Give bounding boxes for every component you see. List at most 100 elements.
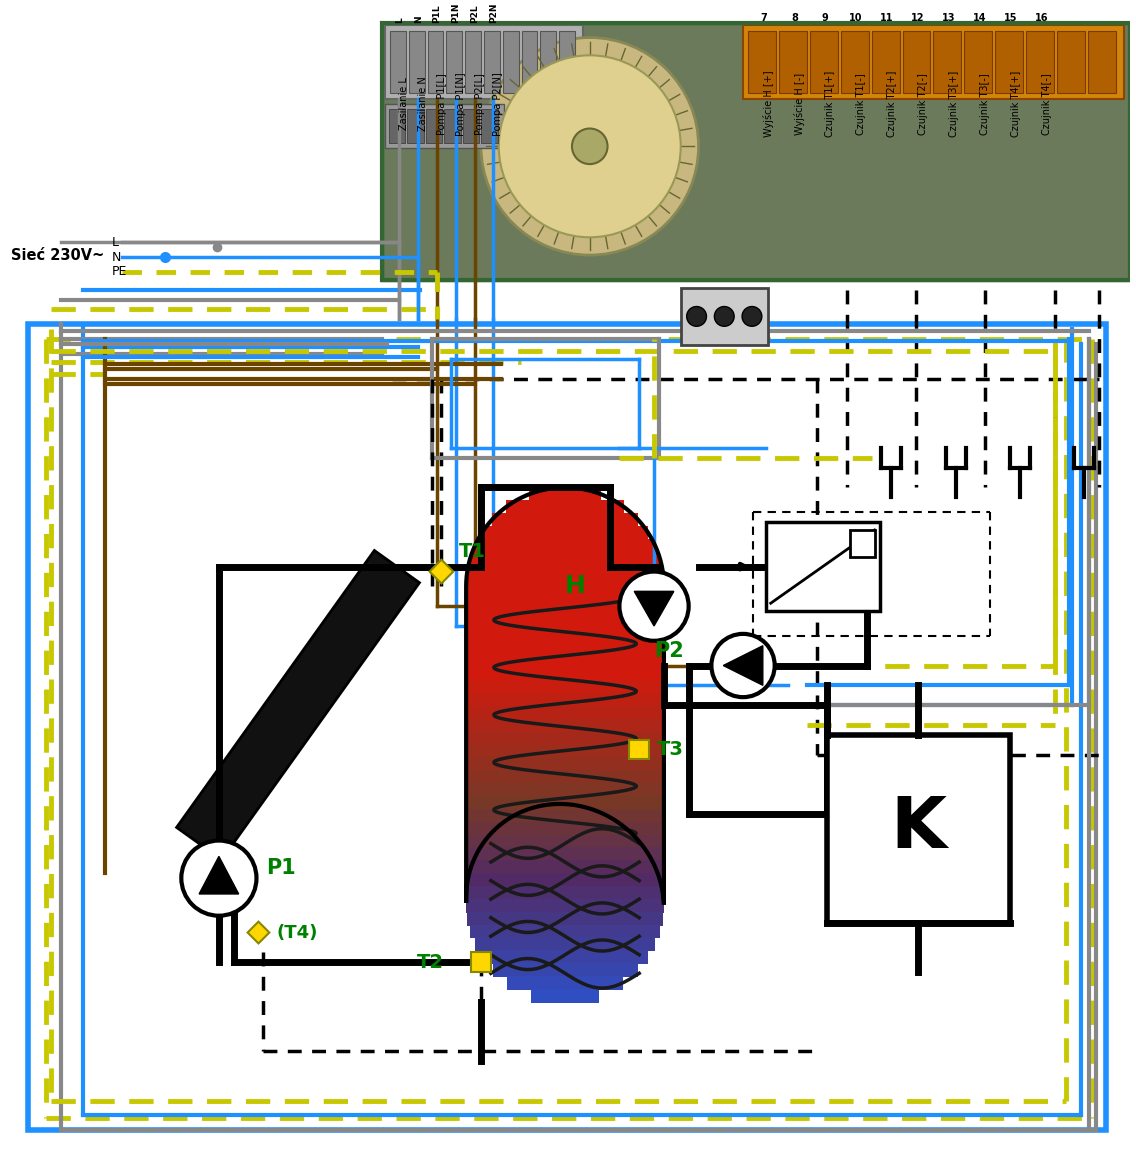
Polygon shape [810,30,837,93]
Text: L: L [395,17,404,23]
Polygon shape [389,109,406,144]
Polygon shape [382,23,1129,279]
Polygon shape [471,953,491,972]
Polygon shape [482,526,649,540]
Polygon shape [1056,30,1085,93]
Polygon shape [466,847,663,861]
Text: T3: T3 [657,741,684,759]
Polygon shape [483,950,648,964]
Polygon shape [467,564,662,578]
Text: Czujnik T2[-]: Czujnik T2[-] [918,73,928,134]
Text: P2N: P2N [488,2,498,23]
Polygon shape [964,30,992,93]
Polygon shape [493,963,637,977]
Circle shape [619,571,688,641]
Text: 8: 8 [791,13,797,23]
Polygon shape [680,287,768,345]
Text: Pompa P2[L]: Pompa P2[L] [475,73,485,134]
Text: H: H [565,575,586,598]
Text: 7: 7 [760,13,767,23]
Polygon shape [465,30,481,93]
Polygon shape [466,706,663,720]
Polygon shape [176,551,419,860]
Text: 16: 16 [1035,13,1049,23]
Polygon shape [492,513,638,527]
Text: Zasilanie N: Zasilanie N [418,76,428,131]
Text: N: N [112,250,122,263]
Polygon shape [841,30,869,93]
Polygon shape [470,925,660,939]
Text: Pompa P2[N]: Pompa P2[N] [493,72,503,136]
Polygon shape [466,822,663,836]
Text: PE: PE [112,265,127,278]
Polygon shape [466,577,663,591]
Polygon shape [467,912,662,926]
Text: P2: P2 [654,641,684,661]
Polygon shape [779,30,807,93]
Polygon shape [466,603,663,617]
Polygon shape [429,560,453,583]
Polygon shape [466,668,663,681]
Polygon shape [446,30,462,93]
Polygon shape [482,109,498,144]
Polygon shape [470,552,660,566]
Polygon shape [747,30,776,93]
Text: N: N [414,15,423,23]
Text: P2L: P2L [470,5,479,23]
Polygon shape [466,860,663,874]
Polygon shape [634,591,674,626]
Polygon shape [199,857,239,894]
Polygon shape [766,522,879,611]
Polygon shape [466,834,663,848]
Polygon shape [426,109,442,144]
Text: 15: 15 [1004,13,1018,23]
Text: T2: T2 [417,953,444,971]
Polygon shape [385,24,583,99]
Polygon shape [827,735,1010,923]
Polygon shape [475,938,654,952]
Circle shape [711,634,775,698]
Polygon shape [427,30,443,93]
Polygon shape [503,30,518,93]
Polygon shape [1026,30,1054,93]
Polygon shape [484,30,500,93]
Text: Zasilanie L: Zasilanie L [400,78,409,130]
Polygon shape [466,873,663,887]
Polygon shape [532,989,599,1003]
Circle shape [571,129,608,165]
Text: P1L: P1L [433,5,442,23]
Text: Czujnik T4[+]: Czujnik T4[+] [1011,71,1020,137]
Polygon shape [934,30,961,93]
Polygon shape [466,693,663,707]
Polygon shape [850,530,875,556]
Text: Czujnik T1[+]: Czujnik T1[+] [825,71,835,137]
Circle shape [686,306,707,327]
Polygon shape [743,24,1124,99]
Text: 13: 13 [942,13,955,23]
Text: 11: 11 [880,13,894,23]
Polygon shape [466,885,663,899]
Polygon shape [1088,30,1116,93]
Text: Wyjście H [-]: Wyjście H [-] [794,73,805,134]
Polygon shape [466,809,663,823]
Text: P1: P1 [266,859,296,879]
Text: K: K [891,794,946,863]
Polygon shape [466,680,663,694]
Polygon shape [466,783,663,797]
Text: 9: 9 [821,13,828,23]
Polygon shape [466,655,663,669]
Text: Czujnik T1[-]: Czujnik T1[-] [857,73,866,134]
Text: T1: T1 [459,542,486,561]
Polygon shape [409,30,425,93]
Polygon shape [444,109,461,144]
Polygon shape [507,976,623,990]
Circle shape [499,56,680,238]
Text: P1N: P1N [451,2,460,23]
Polygon shape [724,646,763,685]
Polygon shape [462,109,479,144]
Polygon shape [528,488,601,502]
Text: Wyjście H [+]: Wyjście H [+] [763,71,775,137]
Polygon shape [466,590,663,604]
Polygon shape [466,744,663,758]
Polygon shape [385,104,503,148]
